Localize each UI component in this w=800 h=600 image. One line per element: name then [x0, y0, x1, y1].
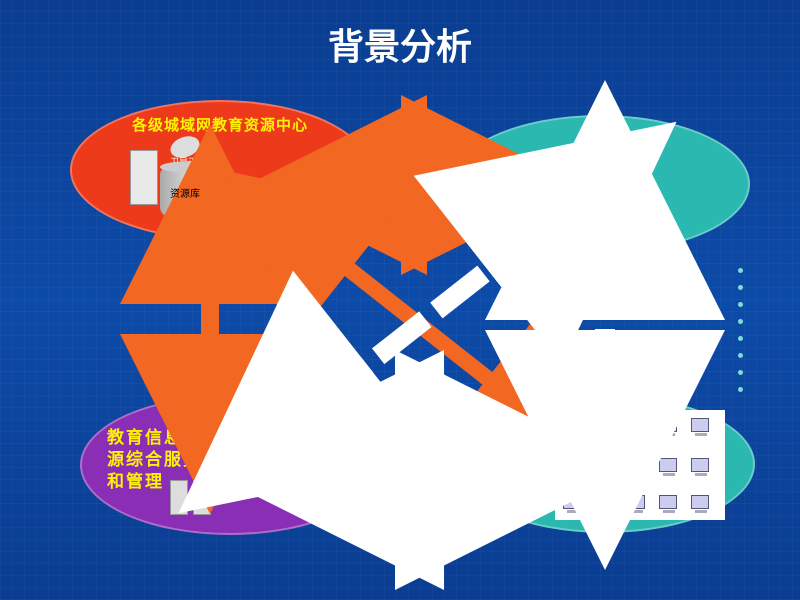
- edge-bl-tr: [320, 233, 535, 402]
- computer-tower-icon: [130, 150, 158, 205]
- node-school-1-label: 学校1: [517, 172, 563, 198]
- edge-tl-br: [312, 240, 525, 408]
- node-school-n-label: 学校n: [502, 452, 549, 478]
- server-icon-2: [193, 480, 211, 515]
- node-school-1: 学校1: [450, 115, 750, 253]
- server-icon-1: [170, 480, 188, 515]
- resource-center-illustration: 卫星天线 资源库: [130, 145, 270, 225]
- slide-title: 背景分析: [0, 18, 800, 70]
- person-icon: [195, 430, 223, 458]
- firewall-icon: [625, 455, 641, 475]
- node-resource-center-label: 各级城域网教育资源中心: [72, 114, 368, 135]
- school-network-illustration: [555, 410, 725, 520]
- vertical-dots: [738, 268, 743, 392]
- documents-icon: [235, 435, 285, 490]
- service-illustration: [165, 430, 345, 520]
- database-label: 资源库: [170, 185, 200, 200]
